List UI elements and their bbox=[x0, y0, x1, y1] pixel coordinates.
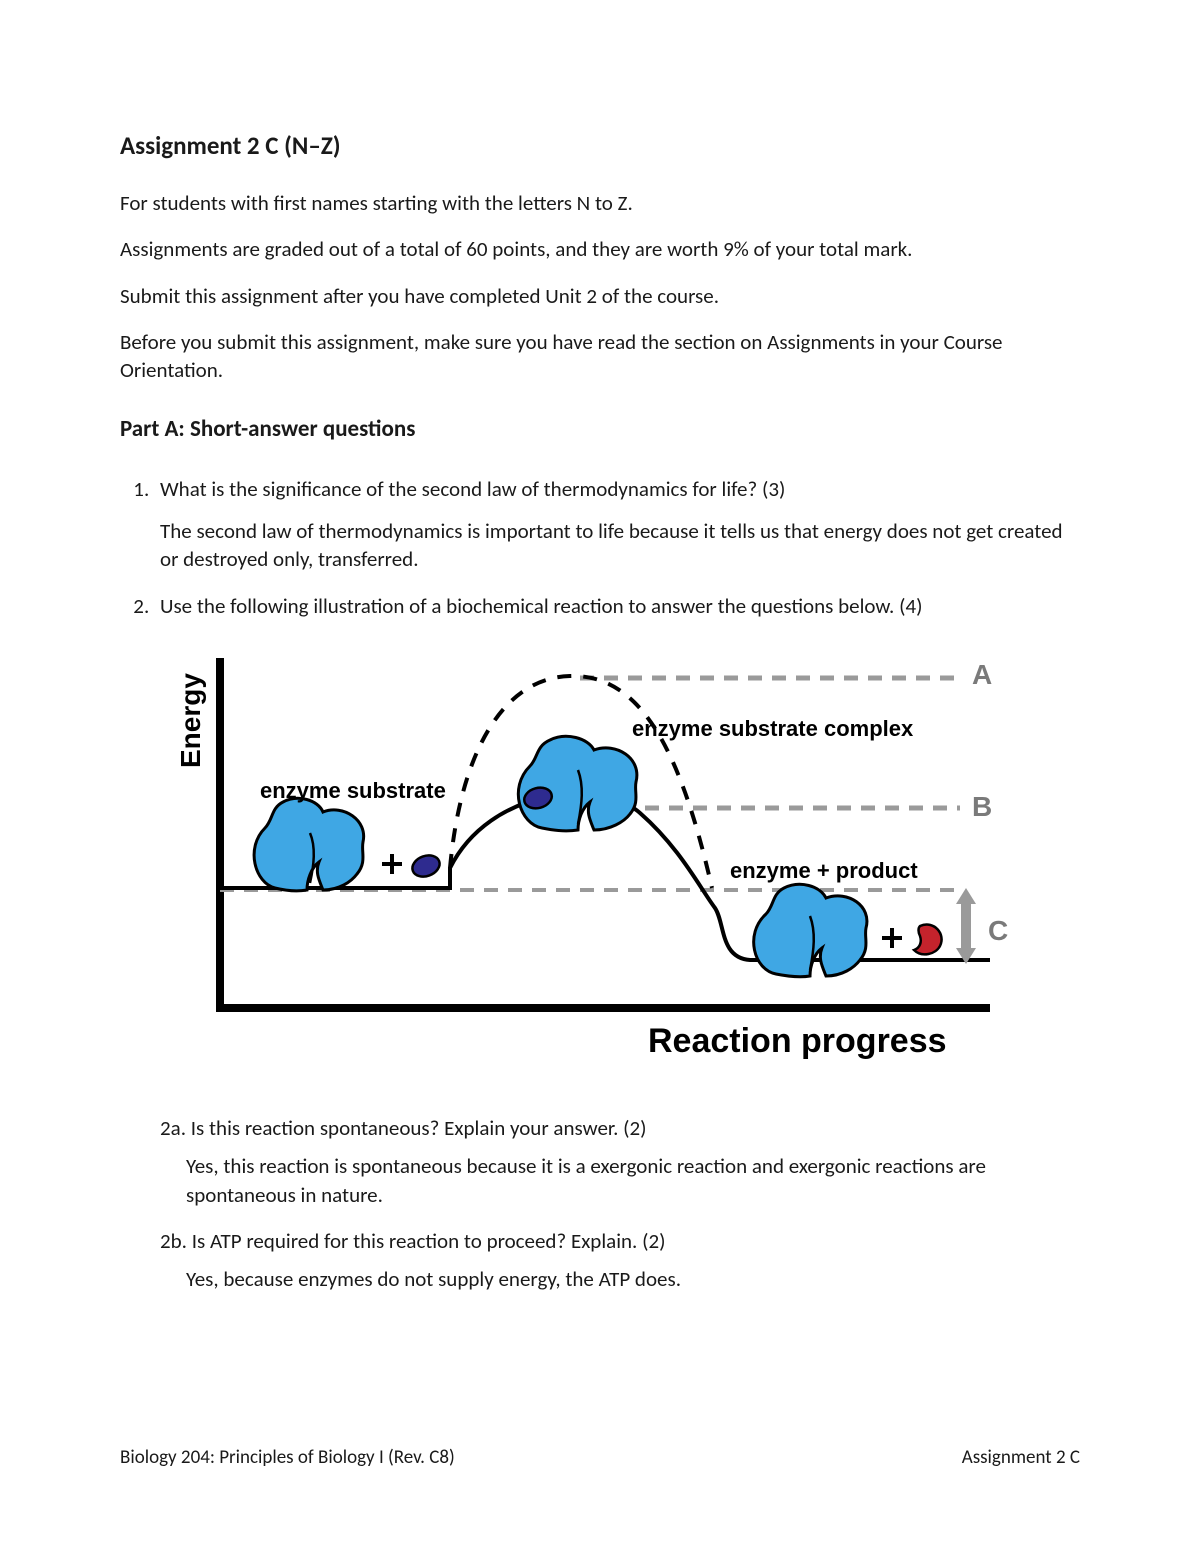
q2a-prompt: 2a. Is this reaction spontaneous? Explai… bbox=[160, 1114, 1080, 1142]
label-C: C bbox=[988, 915, 1008, 946]
product-icon bbox=[914, 925, 942, 955]
enzyme-complex-icon bbox=[518, 736, 637, 830]
question-2: Use the following illustration of a bioc… bbox=[154, 592, 1080, 620]
energy-diagram-svg: Energy bbox=[160, 638, 1040, 1078]
plus-reactant bbox=[382, 854, 402, 874]
label-enzyme-product: enzyme + product bbox=[730, 858, 918, 883]
intro-line-2: Assignments are graded out of a total of… bbox=[120, 235, 1080, 263]
label-enzyme-substrate: enzyme substrate bbox=[260, 778, 446, 803]
page-footer: Biology 204: Principles of Biology I (Re… bbox=[120, 1446, 1080, 1469]
label-A: A bbox=[972, 659, 992, 690]
label-B: B bbox=[972, 791, 992, 822]
intro-line-1: For students with first names starting w… bbox=[120, 189, 1080, 217]
label-enzyme-complex: enzyme substrate complex bbox=[632, 716, 914, 741]
reaction-figure: Energy bbox=[160, 638, 1080, 1084]
x-axis-label: Reaction progress bbox=[648, 1022, 947, 1060]
part-a-heading: Part A: Short-answer questions bbox=[120, 415, 1080, 443]
plus-product bbox=[882, 928, 902, 948]
question-1: What is the significance of the second l… bbox=[154, 475, 1080, 574]
footer-right: Assignment 2 C bbox=[962, 1446, 1080, 1469]
enzyme-reactant-icon bbox=[254, 798, 364, 890]
footer-left: Biology 204: Principles of Biology I (Re… bbox=[120, 1446, 455, 1469]
delta-g-arrow bbox=[956, 888, 976, 964]
question-list: What is the significance of the second l… bbox=[120, 475, 1080, 620]
q2a-answer: Yes, this reaction is spontaneous becaus… bbox=[186, 1152, 1080, 1209]
assignment-title: Assignment 2 C (N–Z) bbox=[120, 130, 1080, 161]
q1-prompt: What is the significance of the second l… bbox=[160, 476, 785, 502]
y-axis-label: Energy bbox=[175, 673, 206, 768]
q2b-answer: Yes, because enzymes do not supply energ… bbox=[186, 1265, 1080, 1293]
q2b-prompt: 2b. Is ATP required for this reaction to… bbox=[160, 1227, 1080, 1255]
enzyme-product-icon bbox=[754, 884, 867, 976]
page: Assignment 2 C (N–Z) For students with f… bbox=[0, 0, 1200, 1553]
substrate-icon bbox=[409, 852, 442, 880]
intro-line-4: Before you submit this assignment, make … bbox=[120, 328, 1080, 385]
q1-answer: The second law of thermodynamics is impo… bbox=[160, 517, 1080, 574]
q2-prompt: Use the following illustration of a bioc… bbox=[160, 593, 922, 619]
intro-line-3: Submit this assignment after you have co… bbox=[120, 282, 1080, 310]
